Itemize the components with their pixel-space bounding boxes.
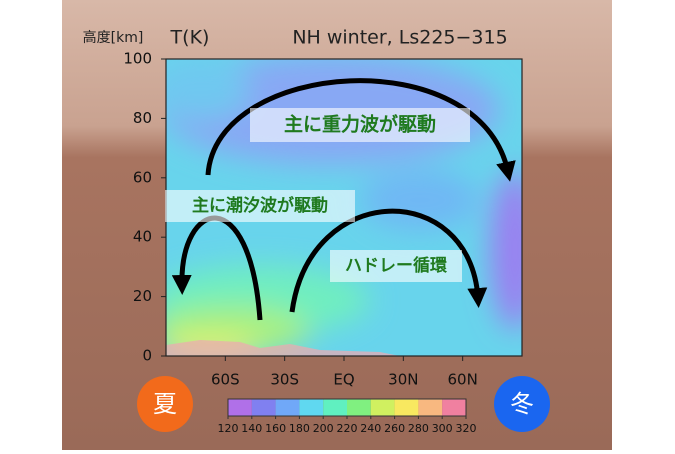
y-axis-label: 高度[km] — [83, 29, 144, 46]
colorbar-tick-label: 240 — [360, 422, 381, 435]
x-tick-label: EQ — [333, 371, 354, 389]
y-tick-label: 40 — [133, 228, 152, 246]
colorbar-swatch — [347, 399, 371, 416]
field-label: T(K) — [170, 27, 210, 49]
colorbar-swatch — [275, 399, 300, 416]
chart-title: NH winter, Ls225−315 — [292, 27, 507, 49]
colorbar-tick-label: 160 — [265, 422, 286, 435]
winter-badge — [494, 376, 550, 432]
y-tick-label: 60 — [133, 168, 152, 186]
y-tick-label: 80 — [133, 109, 152, 127]
colorbar-tick-label: 280 — [408, 422, 429, 435]
colorbar-tick-label: 180 — [289, 422, 310, 435]
y-tick-label: 0 — [142, 347, 152, 365]
summer-badge — [137, 376, 193, 432]
annotation: 主に潮汐波が駆動 — [192, 195, 328, 216]
colorbar-swatch — [228, 399, 252, 416]
y-tick-label: 20 — [133, 287, 152, 305]
colorbar-tick-label: 220 — [337, 422, 358, 435]
summer-label: 夏 — [153, 390, 177, 418]
colorbar-swatch — [251, 399, 276, 416]
annotation-box — [165, 190, 355, 222]
colorbar-tick-label: 200 — [313, 422, 334, 435]
x-tick-label: 60N — [448, 371, 478, 389]
x-tick-label: 60S — [211, 371, 240, 389]
winter-label: 冬 — [510, 390, 534, 418]
x-tick-label: 30S — [270, 371, 299, 389]
colorbar-swatch — [442, 399, 466, 416]
y-tick-label: 100 — [123, 50, 152, 68]
colorbar-swatch — [323, 399, 347, 416]
colorbar-tick-label: 300 — [432, 422, 453, 435]
colorbar-tick-label: 320 — [456, 422, 477, 435]
colorbar-swatch — [370, 399, 395, 416]
colorbar-tick-label: 140 — [241, 422, 262, 435]
colorbar-tick-label: 260 — [384, 422, 405, 435]
annotation-box — [250, 108, 470, 142]
annotation: 主に重力波が駆動 — [284, 113, 436, 136]
colorbar-swatch — [394, 399, 419, 416]
colorbar-tick-label: 120 — [218, 422, 239, 435]
colorbar-swatch — [299, 399, 324, 416]
annotation-box — [330, 250, 462, 282]
annotation: ハドレー循環 — [345, 255, 448, 276]
x-tick-label: 30N — [388, 371, 418, 389]
colorbar-swatch — [418, 399, 443, 416]
